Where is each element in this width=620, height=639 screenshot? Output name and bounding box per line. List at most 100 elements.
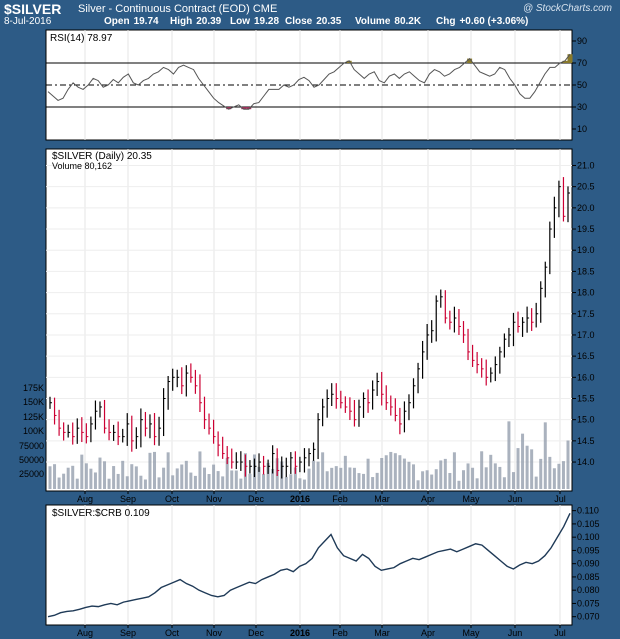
- volume-bar: [457, 480, 461, 489]
- volume-bar: [466, 463, 470, 489]
- y-tick-label: 0.085: [577, 572, 600, 582]
- volume-bar: [348, 467, 352, 489]
- volume-bar: [289, 474, 293, 489]
- volume-bar: [230, 470, 234, 489]
- x-tick-label: Apr: [421, 628, 435, 638]
- volume-bar: [543, 422, 547, 489]
- volume-bar: [521, 433, 525, 489]
- volume-bar: [153, 451, 157, 489]
- volume-bar: [407, 461, 411, 489]
- volume-bar: [334, 466, 338, 489]
- volume-bar: [75, 478, 79, 489]
- volume-bar: [89, 468, 93, 489]
- x-tick-label: Jun: [508, 628, 523, 638]
- volume-bar: [298, 478, 302, 489]
- volume-bar: [357, 473, 361, 489]
- y-tick-label: 0.070: [577, 612, 600, 622]
- volume-tick-label: 75000: [19, 441, 44, 451]
- volume-bar: [339, 467, 343, 489]
- quote-volume: Volume 80.2K: [355, 16, 422, 27]
- volume-bar: [330, 467, 334, 489]
- x-tick-label: Apr: [421, 494, 435, 504]
- volume-bar: [98, 457, 102, 489]
- volume-bar: [316, 461, 320, 489]
- volume-bar: [284, 476, 288, 489]
- volume-bar: [439, 460, 443, 489]
- ratio-title: $SILVER:$CRB 0.109: [52, 508, 150, 519]
- volume-bar: [112, 466, 116, 489]
- volume-bar: [221, 476, 225, 489]
- y-tick-label: 0.110: [577, 506, 599, 516]
- ratio-panel: [45, 504, 573, 626]
- volume-bar: [162, 467, 166, 489]
- volume-bar: [257, 466, 261, 489]
- x-tick-label: Feb: [332, 628, 348, 638]
- volume-bar: [193, 475, 197, 489]
- volume-bar: [189, 472, 193, 489]
- y-tick-label: 21.0: [577, 160, 595, 170]
- x-tick-label: May: [462, 628, 480, 638]
- x-tick-label: 2016: [290, 628, 310, 638]
- volume-bar: [511, 472, 515, 489]
- volume-bar: [66, 467, 70, 489]
- x-tick-label: Jul: [554, 628, 566, 638]
- y-tick-label: 50: [577, 80, 587, 90]
- x-tick-label: Jun: [508, 494, 523, 504]
- y-tick-label: 17.0: [577, 330, 595, 340]
- y-tick-label: 17.5: [577, 309, 595, 319]
- volume-bar: [321, 452, 325, 489]
- symbol-description: Silver - Continuous Contract (EOD) CME: [78, 3, 278, 15]
- price-title: $SILVER (Daily) 20.35: [52, 151, 152, 162]
- y-tick-label: 0.105: [577, 519, 600, 529]
- volume-tick-label: 25000: [19, 469, 44, 479]
- quote-change: Chg +0.60 (+3.06%): [436, 16, 529, 27]
- x-tick-label: May: [462, 494, 480, 504]
- volume-bar: [371, 477, 375, 489]
- x-tick-label: Mar: [374, 628, 390, 638]
- volume-bar: [57, 477, 61, 489]
- volume-bar: [293, 467, 297, 489]
- volume-bar: [302, 479, 306, 489]
- y-tick-label: 20.0: [577, 203, 595, 213]
- volume-bar: [198, 451, 202, 489]
- volume-bar: [212, 464, 216, 489]
- y-tick-label: 14.0: [577, 457, 595, 467]
- volume-bar: [471, 467, 475, 489]
- volume-bar: [493, 463, 497, 489]
- volume-bar: [552, 468, 556, 489]
- volume-bar: [157, 477, 161, 489]
- volume-tick-label: 125K: [23, 412, 44, 422]
- volume-bar: [62, 473, 66, 489]
- y-tick-label: 16.5: [577, 351, 595, 361]
- volume-bar: [352, 467, 356, 489]
- volume-bar: [107, 478, 111, 489]
- y-tick-label: 0.075: [577, 598, 600, 608]
- volume-bar: [48, 466, 52, 489]
- symbol-title: $SILVER: [4, 1, 62, 17]
- x-tick-label: Jul: [554, 494, 566, 504]
- volume-bar: [248, 473, 252, 489]
- volume-bar: [389, 451, 393, 489]
- volume-bar: [307, 468, 311, 489]
- volume-bar: [566, 440, 570, 489]
- volume-bar: [561, 461, 565, 489]
- y-tick-label: 0.100: [577, 532, 600, 542]
- volume-bar: [516, 448, 520, 489]
- volume-bar: [507, 421, 511, 489]
- volume-bar: [116, 473, 120, 489]
- volume-bar: [384, 455, 388, 489]
- volume-bar: [202, 467, 206, 489]
- x-tick-label: Sep: [120, 628, 136, 638]
- ratio-layer: $SILVER:$CRB 0.109 0.110 0.105 0.100 0.095 0.…: [47, 505, 600, 638]
- volume-bar: [475, 478, 479, 489]
- x-tick-label: Aug: [77, 628, 93, 638]
- y-tick-label: 19.0: [577, 245, 595, 255]
- volume-bar: [53, 464, 57, 489]
- volume-bar: [125, 476, 129, 489]
- volume-bar: [216, 471, 220, 489]
- volume-bar: [425, 470, 429, 489]
- x-tick-label: Oct: [165, 494, 180, 504]
- volume-bar: [393, 453, 397, 489]
- rsi-layer: RSI(14) 78.97 90 70 50 30 10: [46, 30, 587, 140]
- y-tick-label: 0.090: [577, 559, 600, 569]
